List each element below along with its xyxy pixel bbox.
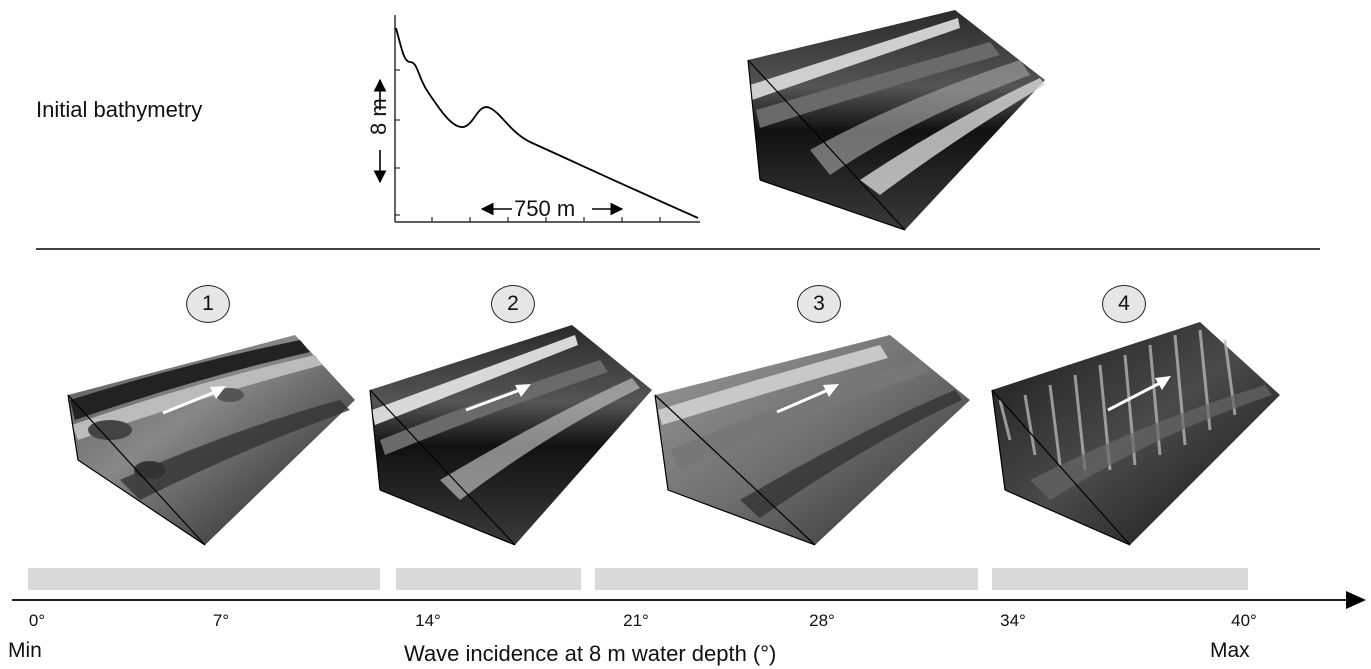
horizontal-scale-label: 750 m xyxy=(514,196,576,221)
tick-label-21: 21° xyxy=(623,611,649,630)
wave-arrowhead-3 xyxy=(823,384,839,397)
range-bar-3 xyxy=(595,568,978,590)
wave-arrow-3 xyxy=(776,388,829,414)
wave-arrowhead-4 xyxy=(1155,376,1171,390)
profile-y-ticks xyxy=(395,69,400,216)
panel-number-3: 3 xyxy=(797,285,841,323)
incidence-axis-arrowhead xyxy=(1346,591,1366,609)
tick-label-0: 0° xyxy=(28,611,46,630)
panel-number-4: 4 xyxy=(1102,285,1146,323)
axis-title: Wave incidence at 8 m water depth (°) xyxy=(404,641,777,666)
surface-panel-2 xyxy=(369,325,652,546)
profile-curve xyxy=(395,27,699,219)
wave-arrow-2 xyxy=(465,388,521,412)
profile-plot xyxy=(373,15,700,223)
panel-number-2: 2 xyxy=(491,285,535,323)
wave-arrowhead-2 xyxy=(515,384,531,397)
tick-label-14: 14° xyxy=(415,611,441,630)
range-bar-4 xyxy=(992,568,1248,590)
wave-arrowhead-1 xyxy=(210,386,226,399)
tick-label-34: 34° xyxy=(1000,611,1026,630)
axis-max-label: Max xyxy=(1210,639,1250,662)
axis-min-label: Min xyxy=(8,639,42,662)
surface-panel-3 xyxy=(654,335,970,546)
panel-number-1: 1 xyxy=(186,285,230,323)
initial-bathymetry-title: Initial bathymetry xyxy=(36,97,203,122)
range-bar-1 xyxy=(28,568,380,590)
wave-arrow-4 xyxy=(1107,381,1161,412)
range-bar-2 xyxy=(396,568,581,590)
surface-panel-4 xyxy=(991,322,1280,546)
wave-arrow-1 xyxy=(162,390,216,415)
tick-label-7: 7° xyxy=(212,611,230,630)
initial-surface xyxy=(747,10,1045,231)
surface-panel-1 xyxy=(67,335,355,546)
tick-label-40: 40° xyxy=(1231,611,1257,630)
tick-label-28: 28° xyxy=(809,611,835,630)
vertical-scale-label: 8 m xyxy=(366,98,391,135)
profile-x-ticks xyxy=(431,217,661,222)
range-bars xyxy=(28,568,1248,590)
